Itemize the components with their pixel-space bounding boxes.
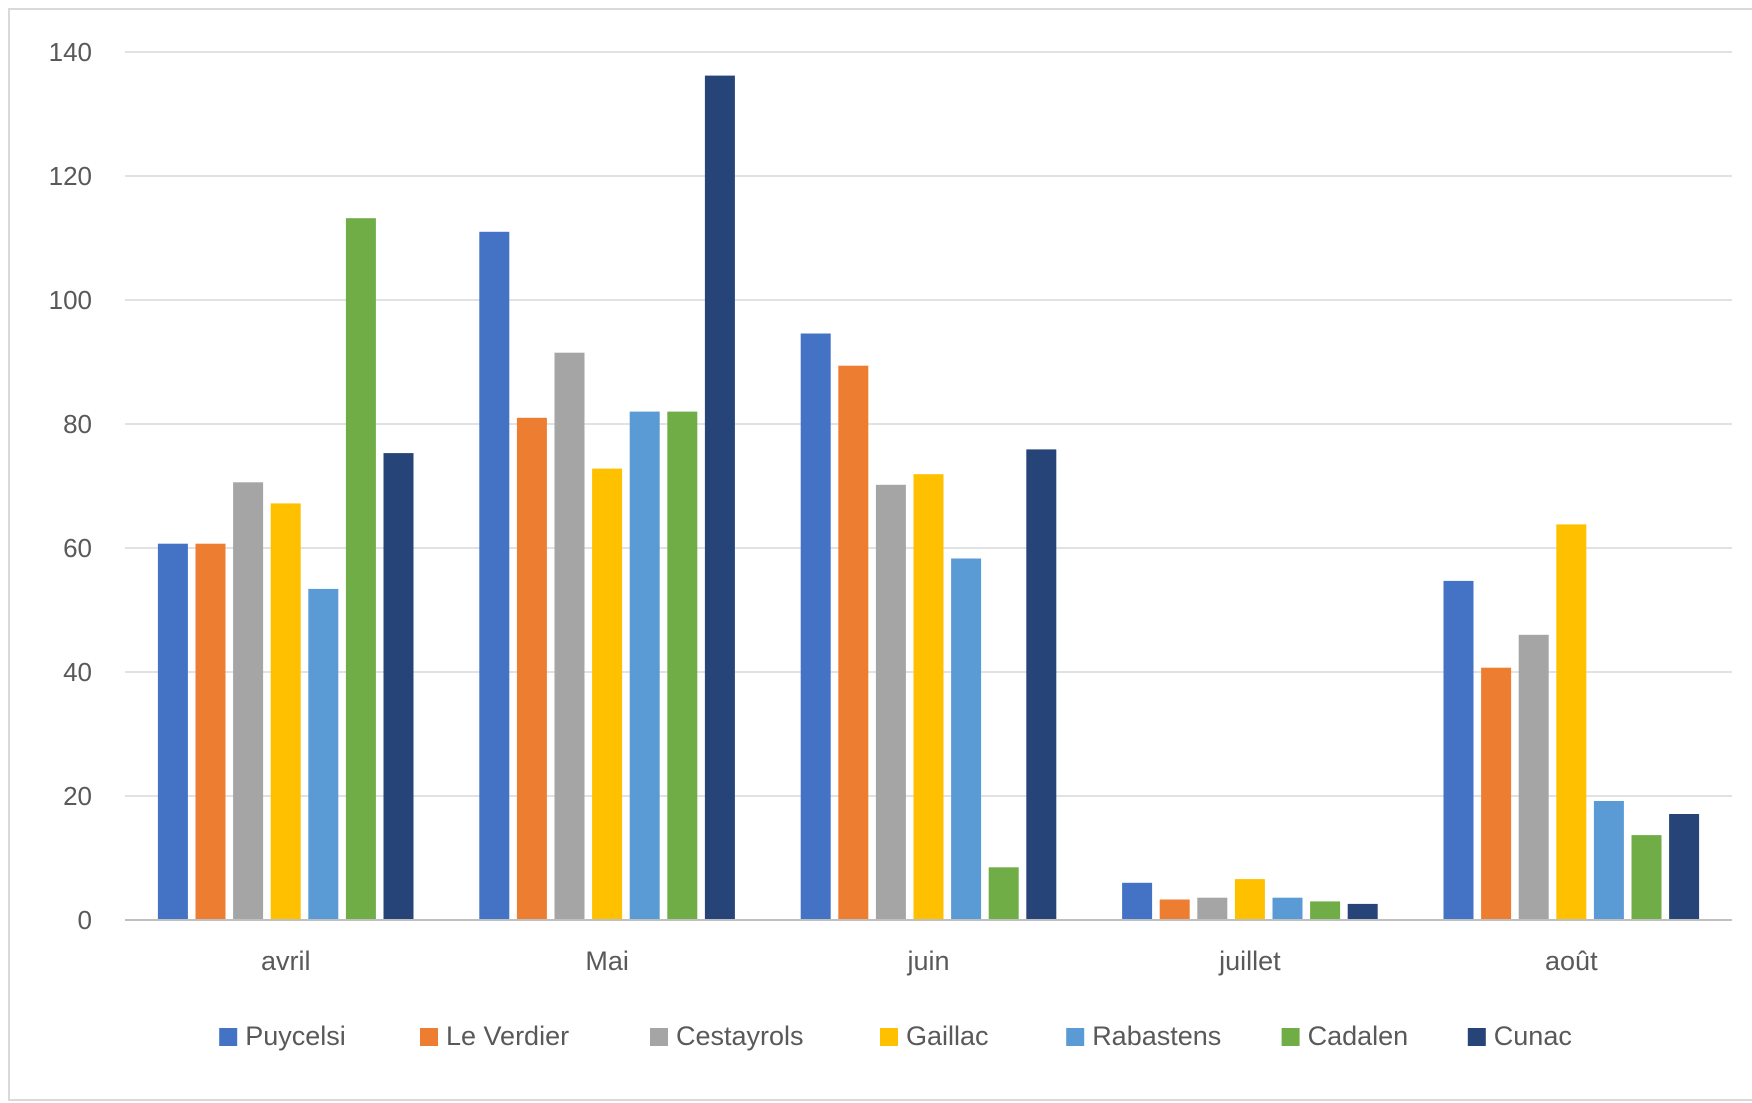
legend-item-puycelsi: Puycelsi	[219, 1021, 346, 1051]
bar-cestayrols-août	[1518, 634, 1549, 920]
legend-swatch	[1281, 1028, 1300, 1046]
bar-puycelsi-juin	[800, 333, 831, 920]
legend-swatch	[219, 1028, 238, 1046]
y-tick-label: 80	[63, 409, 92, 439]
bar-rabastens-août	[1593, 801, 1624, 920]
y-tick-label: 20	[63, 781, 92, 811]
legend-item-le-verdier: Le Verdier	[420, 1021, 569, 1051]
bar-le-verdier-août	[1481, 667, 1512, 920]
legend: Puycelsi Le Verdier Cestayrols Gaillac Rabas…	[219, 1021, 1572, 1051]
legend-swatch	[650, 1028, 668, 1046]
bar-puycelsi-août	[1443, 580, 1474, 920]
legend-item-rabastens: Rabastens	[1066, 1021, 1221, 1051]
bar-gaillac-juillet	[1234, 879, 1265, 920]
legend-label: Le Verdier	[446, 1021, 569, 1051]
legend-swatch	[1066, 1028, 1085, 1046]
bar-cadalen-avril	[345, 218, 376, 920]
y-tick-label: 120	[49, 161, 92, 191]
legend-label: Puycelsi	[245, 1021, 346, 1051]
y-tick-label: 0	[78, 905, 92, 935]
bar-rabastens-avril	[308, 588, 339, 920]
bar-cunac-juin	[1026, 449, 1057, 920]
bar-gaillac-avril	[270, 503, 301, 920]
bar-cunac-mai	[704, 75, 735, 921]
bar-cunac-avril	[383, 453, 414, 920]
legend-swatch	[880, 1028, 898, 1046]
legend-item-cestayrols: Cestayrols	[650, 1021, 804, 1051]
legend-swatch	[1467, 1028, 1486, 1046]
x-category-label: août	[1545, 946, 1598, 976]
x-category-label: avril	[261, 946, 311, 976]
bar-cadalen-mai	[667, 411, 698, 920]
bar-gaillac-mai	[592, 468, 623, 920]
y-tick-label: 60	[63, 533, 92, 563]
legend-item-cadalen: Cadalen	[1281, 1021, 1409, 1051]
legend-item-cunac: Cunac	[1467, 1021, 1572, 1051]
bar-cunac-juillet	[1347, 903, 1378, 920]
legend-label: Rabastens	[1092, 1021, 1221, 1051]
axes: 0 20 40 60 80 100 120 140 avril Mai juin juillet aoû…	[49, 37, 1732, 976]
bar-puycelsi-avril	[157, 543, 188, 920]
legend-label: Cunac	[1494, 1021, 1572, 1051]
bar-cestayrols-juillet	[1197, 897, 1228, 920]
bar-cadalen-août	[1631, 835, 1662, 920]
bar-gaillac-août	[1556, 524, 1587, 920]
y-tick-label: 40	[63, 657, 92, 687]
legend-label: Cestayrols	[676, 1021, 804, 1051]
y-tick-label: 100	[49, 285, 92, 315]
bar-cestayrols-mai	[554, 352, 585, 920]
bar-cestayrols-juin	[875, 484, 906, 920]
y-tick-label: 140	[49, 37, 92, 67]
x-category-label: Mai	[585, 946, 629, 976]
x-category-label: juin	[906, 946, 949, 976]
bar-cunac-août	[1669, 814, 1700, 920]
legend-swatch	[420, 1028, 438, 1046]
bar-gaillac-juin	[913, 474, 944, 920]
bar-le-verdier-juin	[838, 365, 869, 920]
bar-le-verdier-avril	[195, 543, 226, 920]
legend-item-gaillac: Gaillac	[880, 1021, 989, 1051]
bar-puycelsi-mai	[479, 231, 510, 921]
bar-rabastens-juillet	[1272, 897, 1303, 920]
bar-cadalen-juin	[988, 867, 1019, 920]
legend-label: Gaillac	[906, 1021, 989, 1051]
bar-cestayrols-avril	[233, 482, 264, 920]
bar-cadalen-juillet	[1310, 901, 1341, 920]
bar-le-verdier-mai	[516, 417, 547, 920]
x-category-label: juillet	[1218, 946, 1281, 976]
bar-le-verdier-juillet	[1159, 899, 1190, 920]
bar-rabastens-juin	[951, 558, 982, 920]
legend-label: Cadalen	[1308, 1021, 1409, 1051]
bar-puycelsi-juillet	[1122, 882, 1153, 920]
bars	[157, 75, 1700, 921]
bar-rabastens-mai	[629, 411, 660, 920]
